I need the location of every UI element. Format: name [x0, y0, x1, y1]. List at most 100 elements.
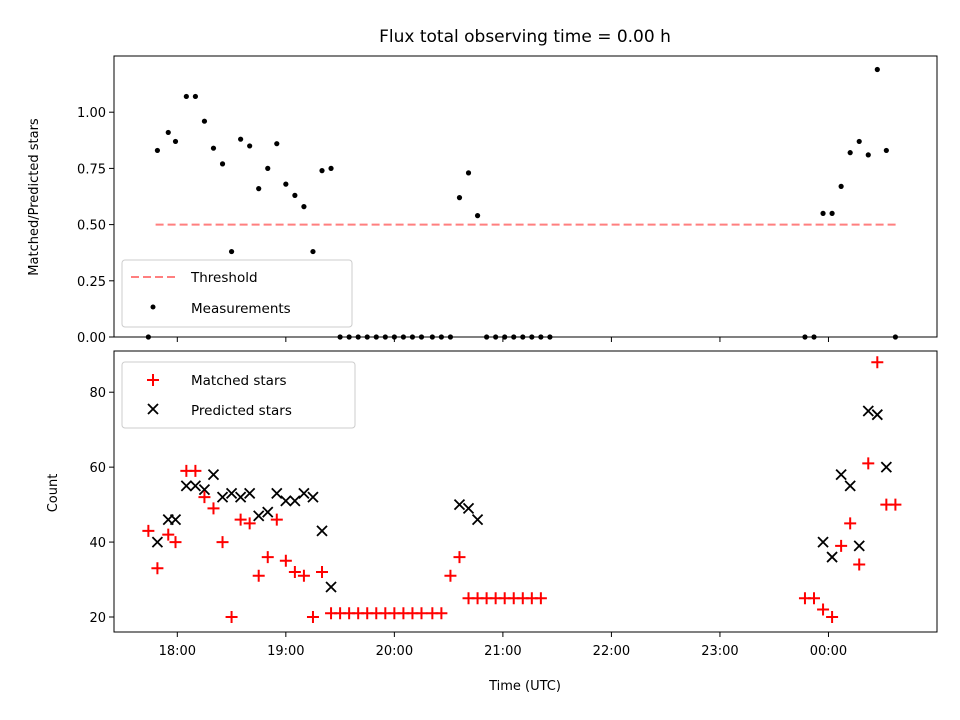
- measurement-point: [228, 248, 235, 255]
- predicted-star-point: [280, 495, 292, 507]
- predicted-star-point: [462, 502, 475, 514]
- predicted-star-point: [862, 405, 874, 417]
- predicted-star-point: [189, 480, 202, 492]
- matched-star-point: [862, 457, 875, 470]
- measurement-point: [210, 145, 217, 151]
- matched-star-point: [252, 569, 265, 582]
- predicted-star-point: [880, 461, 892, 473]
- count-legend: Matched stars Predicted stars: [121, 361, 356, 429]
- predicted-star-point: [216, 491, 229, 503]
- count-y-tick-label: 40: [89, 536, 106, 551]
- predicted-star-point: [853, 540, 865, 552]
- predicted-star-point: [871, 409, 883, 421]
- predicted-star-point: [271, 487, 283, 500]
- matched-star-point: [261, 551, 274, 564]
- predicted-star-point: [244, 487, 256, 500]
- matched-star-point: [151, 562, 164, 575]
- measurement-point: [883, 147, 889, 154]
- matched-star-point: [435, 607, 448, 620]
- measurement-point: [456, 195, 463, 201]
- matched-star-point: [453, 551, 466, 564]
- matched-star-point: [817, 603, 830, 616]
- measurement-point: [292, 192, 298, 198]
- matched-star-point: [534, 592, 547, 605]
- matched-star-point: [169, 536, 182, 549]
- x-tick-label: 23:00: [701, 644, 738, 659]
- ratio-y-tick-label: 0.00: [77, 331, 106, 346]
- matched-star-point: [306, 611, 319, 624]
- predicted-star-point: [826, 551, 838, 563]
- count-y-axis-label: Count: [46, 474, 61, 513]
- count-legend-box: [121, 361, 356, 429]
- x-tick-label: 22:00: [593, 644, 630, 659]
- ratio-axes: 0.00 0.25 0.50 0.75 1.00: [77, 106, 829, 346]
- x-tick-label: 21:00: [484, 644, 521, 659]
- measurement-point: [465, 170, 472, 176]
- measurement-point: [238, 136, 244, 142]
- legend-measurements-label: Measurements: [191, 301, 291, 317]
- ratio-y-tick-label: 0.25: [77, 275, 106, 290]
- count-y-tick-label: 80: [89, 386, 106, 401]
- legend-matched-swatch: [147, 374, 159, 386]
- matched-star-point: [871, 356, 884, 369]
- legend-predicted-label: Predicted stars: [191, 403, 292, 419]
- count-y-tick-label: 20: [89, 611, 106, 626]
- matched-star-point: [297, 569, 310, 582]
- predicted-star-point: [207, 469, 220, 481]
- predicted-star-point: [225, 487, 238, 500]
- predicted-star-point: [298, 487, 310, 500]
- measurement-point: [183, 93, 189, 100]
- predicted-star-point: [471, 513, 484, 526]
- x-tick-label: 19:00: [267, 644, 304, 659]
- x-axis-label: Time (UTC): [488, 679, 561, 694]
- predicted-star-point: [325, 581, 337, 593]
- predicted-star-point: [817, 536, 829, 548]
- legend-matched-label: Matched stars: [191, 373, 287, 389]
- matched-star-point: [198, 491, 211, 504]
- predicted-star-point: [316, 525, 328, 537]
- measurement-point: [247, 143, 253, 149]
- matched-star-point: [225, 611, 238, 624]
- measurement-point: [201, 118, 208, 124]
- matched-star-point: [288, 566, 301, 579]
- measurement-point: [165, 129, 171, 136]
- measurement-point: [474, 213, 481, 219]
- measurement-point: [301, 204, 307, 210]
- x-tick-label: 20:00: [376, 644, 413, 659]
- matched-star-point: [234, 513, 247, 526]
- count-axes: 20 40 60 80 18:00 19:00 20:00 21:00 22:00 23:00 00…: [89, 386, 847, 659]
- measurement-point: [328, 165, 334, 171]
- predicted-star-point: [169, 513, 182, 526]
- matched-star-point: [279, 554, 292, 567]
- measurement-point: [256, 186, 262, 192]
- predicted-star-point: [253, 510, 265, 522]
- ratio-legend: Threshold Measurements: [121, 259, 353, 328]
- legend-measurements-swatch: [150, 304, 156, 310]
- predicted-star-point: [180, 480, 192, 492]
- count-panel: 20 40 60 80 18:00 19:00 20:00 21:00 22:00 23:00 00…: [46, 350, 938, 694]
- measurement-point: [874, 66, 880, 73]
- measurement-point: [856, 138, 862, 145]
- matched-star-point: [207, 502, 220, 515]
- matched-star-point: [142, 524, 155, 537]
- measurement-point: [283, 181, 289, 187]
- predicted-star-point: [198, 483, 211, 496]
- predicted-star-point: [262, 506, 274, 518]
- measurement-point: [829, 210, 835, 216]
- measurement-point: [274, 141, 280, 147]
- predicted-star-point: [151, 536, 164, 548]
- matched-star-point: [853, 558, 866, 571]
- matched-star-point: [835, 539, 848, 552]
- matched-star-point: [316, 566, 329, 579]
- measurement-point: [865, 152, 871, 158]
- x-tick-label: 18:00: [159, 644, 196, 659]
- measurement-point: [265, 165, 271, 171]
- count-marks: [142, 356, 902, 624]
- predicted-star-point: [453, 498, 466, 511]
- matched-star-point: [889, 498, 902, 511]
- matched-star-point: [844, 517, 857, 530]
- matched-star-point: [415, 607, 428, 620]
- predicted-star-point: [844, 480, 856, 492]
- count-plot-frame: [113, 350, 938, 633]
